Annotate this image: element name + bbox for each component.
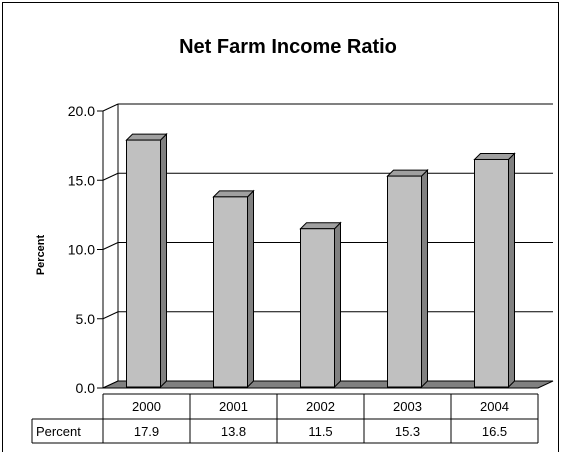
y-axis-label: Percent (35, 234, 47, 275)
bar-side-2002 (334, 221, 341, 389)
chart-title: Net Farm Income Ratio (179, 36, 397, 58)
bar-2004 (474, 158, 509, 388)
data-table-value: 11.5 (308, 424, 332, 439)
bar-top-2003 (386, 169, 429, 177)
data-table-value: 15.3 (395, 424, 420, 439)
x-category-label: 2004 (480, 399, 509, 414)
plot-area: 0.0 5.0 10.0 15.0 20.0 2000 17.9 2001 13.8 2002 11… (31, 103, 554, 444)
data-table-series-label: Percent (36, 424, 81, 439)
data-table-value: 17.9 (134, 424, 159, 439)
bar-2001 (213, 196, 248, 388)
bar-side-2000 (160, 132, 167, 389)
bar-2002 (300, 228, 335, 388)
y-tick-label: 15.0 (68, 172, 95, 188)
bar-top-2004 (473, 152, 516, 160)
y-tick-label: 5.0 (76, 311, 96, 327)
bar-top-2001 (212, 190, 255, 198)
bar-top-2002 (299, 222, 342, 230)
x-category-label: 2002 (306, 399, 335, 414)
y-tick-label: 0.0 (76, 380, 96, 396)
bar-top-2000 (125, 133, 168, 141)
data-table-value: 13.8 (221, 424, 246, 439)
side-wall-tick (102, 103, 119, 112)
bar-side-2004 (508, 152, 515, 389)
x-category-label: 2003 (393, 399, 422, 414)
side-wall-tick (102, 311, 119, 320)
bar-2003 (387, 175, 422, 388)
bar-side-2001 (247, 189, 254, 389)
x-category-label: 2001 (219, 399, 248, 414)
x-category-label: 2000 (132, 399, 161, 414)
y-tick-label: 10.0 (68, 242, 95, 258)
bar-2000 (126, 139, 161, 388)
side-wall-tick (102, 172, 119, 181)
data-table-value: 16.5 (482, 424, 507, 439)
y-tick-label: 20.0 (68, 103, 95, 119)
bar-side-2003 (421, 168, 428, 389)
side-wall-tick (102, 242, 119, 250)
